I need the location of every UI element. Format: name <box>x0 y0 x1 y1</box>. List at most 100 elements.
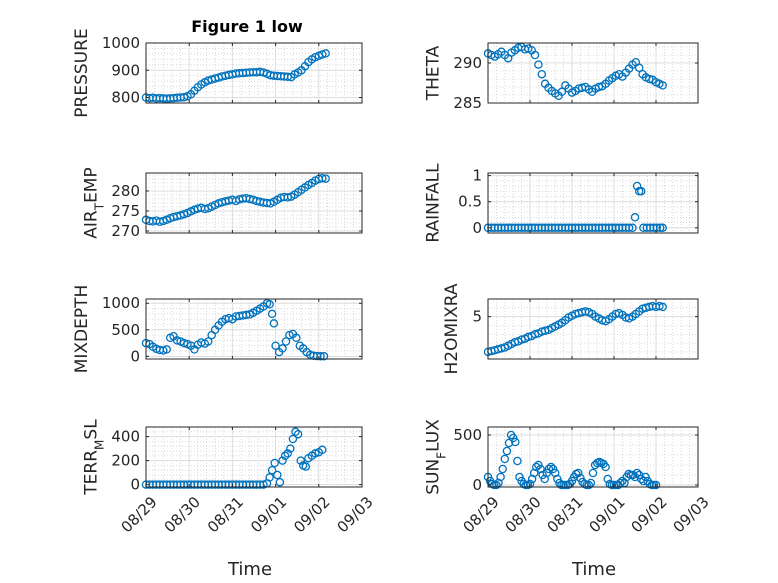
panel-2-data-point <box>530 50 540 60</box>
panel-8-data-point <box>504 438 514 448</box>
panel-8-y-tick-label: 0 <box>472 476 482 494</box>
panel-8-data-point <box>500 454 510 464</box>
panel-4-data-point <box>658 223 667 233</box>
panel-6-data-point <box>655 301 664 311</box>
panel-1-y-axis-label: PRESSURE <box>72 28 92 117</box>
panel-4-y-tick-label: 0.5 <box>458 193 482 211</box>
panel-7-data-point <box>291 427 300 437</box>
panel-5-data-point <box>285 330 294 340</box>
panel-7-data-point <box>273 470 282 480</box>
panel-8-data-point <box>574 468 583 478</box>
panel-2-y-tick-label: 285 <box>453 94 482 112</box>
panel-1-y-tick-label: 900 <box>111 61 140 79</box>
panel-2-background <box>488 43 698 103</box>
panel-5-data-point <box>269 319 279 328</box>
panel-4-y-axis-label: RAINFALL <box>423 163 443 243</box>
panel-8-data-point <box>532 462 541 472</box>
panel-8-data-point <box>508 433 518 443</box>
panel-3-axes-box <box>145 172 363 234</box>
panel-3-y-tick-label: 275 <box>111 202 140 220</box>
panel-4-data-point <box>628 223 637 233</box>
panel-8-data-point <box>542 468 552 478</box>
panel-4-data-point <box>632 181 642 191</box>
panel-4-data-point <box>624 223 634 233</box>
panel-8-data-point <box>603 474 612 484</box>
panel-8-data-point <box>628 470 638 480</box>
panel-8-x-tick-label: 09/01 <box>585 493 628 536</box>
panel-7-y-tick-label: 200 <box>111 452 140 470</box>
panel-8-x-tick-label: 09/02 <box>627 493 670 536</box>
panel-4-data-point <box>637 187 646 196</box>
panel-7-y-tick-label: 400 <box>111 428 140 446</box>
panel-7-data-point <box>265 473 274 482</box>
panel-8-y-axis-label: SUNFLUX <box>423 419 448 495</box>
panel-8-data-point <box>525 479 535 489</box>
panel-8-data-point <box>538 470 547 480</box>
panel-4-axes-box <box>487 172 699 234</box>
panel-2-data-point <box>557 87 567 97</box>
panel-7-data-point <box>286 444 295 453</box>
panel-5-y-tick-label: 1000 <box>102 294 140 312</box>
x-axis-label-left: Time <box>227 559 272 580</box>
panel-7-y-axis-label: TERRMSL <box>81 419 106 496</box>
panel-6-background <box>488 299 698 359</box>
panel-8-data-point <box>492 480 501 490</box>
panel-3-y-tick-label: 280 <box>111 182 140 200</box>
panel-5-y-axis-label: MIXDEPTH <box>72 285 92 374</box>
panel-5-data-point <box>265 300 274 309</box>
panel-5-y-tick-label: 0 <box>130 347 140 365</box>
panel-2-y-tick-label: 290 <box>453 54 482 72</box>
panel-7-data-point <box>278 456 287 465</box>
panel-1-y-tick-label: 1000 <box>102 34 140 52</box>
panel-8-data-point <box>498 464 507 474</box>
panel-8-data-point <box>553 474 562 484</box>
panel-3-data-point <box>283 193 292 202</box>
panel-8-data-point <box>651 480 661 490</box>
panel-8-data-point <box>502 446 512 456</box>
panel-6-y-tick-label: 5 <box>472 308 482 326</box>
panel-8-data-point <box>632 468 642 478</box>
figure-title: Figure 1 low <box>191 17 303 36</box>
panel-8-y-tick-label: 500 <box>453 426 482 444</box>
panel-7-data-point <box>318 445 327 455</box>
panel-7-data-point <box>288 434 298 444</box>
panel-4-background <box>488 173 698 233</box>
panel-7-x-tick-label: 09/03 <box>333 493 376 536</box>
panel-8-data-point <box>544 464 554 474</box>
panel-1-data-point <box>179 93 189 102</box>
panel-7-axes-box <box>145 426 363 488</box>
panel-5-data-point <box>172 336 182 345</box>
panel-5-y-tick-label: 500 <box>111 321 140 339</box>
panel-8-data-point <box>576 473 585 483</box>
panel-7-x-tick-label: 08/30 <box>161 493 204 536</box>
panel-5-data-point <box>281 337 291 346</box>
panel-7-data-point <box>296 456 305 465</box>
panel-2-axes-box <box>487 42 699 104</box>
panel-8-data-point <box>513 456 522 466</box>
panel-8-data-point <box>548 464 558 474</box>
panel-5-data-point <box>292 333 301 343</box>
panel-7-data-point <box>280 451 290 461</box>
panel-2-data-point <box>634 63 644 73</box>
panel-2-data-point <box>537 69 547 79</box>
panel-8-data-point <box>641 472 650 482</box>
panel-5-data-point <box>319 352 329 361</box>
panel-5-data-point <box>162 345 171 354</box>
panel-7-x-tick-label: 09/01 <box>247 493 290 536</box>
panel-3-y-axis-label: AIRTEMP <box>81 167 106 238</box>
x-axis-label-right: Time <box>571 559 616 580</box>
panel-4-data-point <box>655 223 665 233</box>
panel-8-data-point <box>601 462 610 472</box>
panel-7-background <box>146 427 362 487</box>
panel-8-data-point <box>546 462 556 472</box>
panel-2-data-point <box>594 82 604 92</box>
panel-8-x-tick-label: 08/31 <box>543 493 586 536</box>
panel-6-y-axis-label: H2OMIXRA <box>442 283 462 374</box>
panel-8-x-tick-label: 08/29 <box>459 493 502 536</box>
panel-3-y-tick-label: 270 <box>111 222 140 240</box>
panel-5-data-point <box>316 352 325 361</box>
panel-1-axes-box <box>145 42 363 104</box>
panel-8-x-tick-label: 09/03 <box>669 493 712 536</box>
panel-5-data-point <box>203 337 213 346</box>
